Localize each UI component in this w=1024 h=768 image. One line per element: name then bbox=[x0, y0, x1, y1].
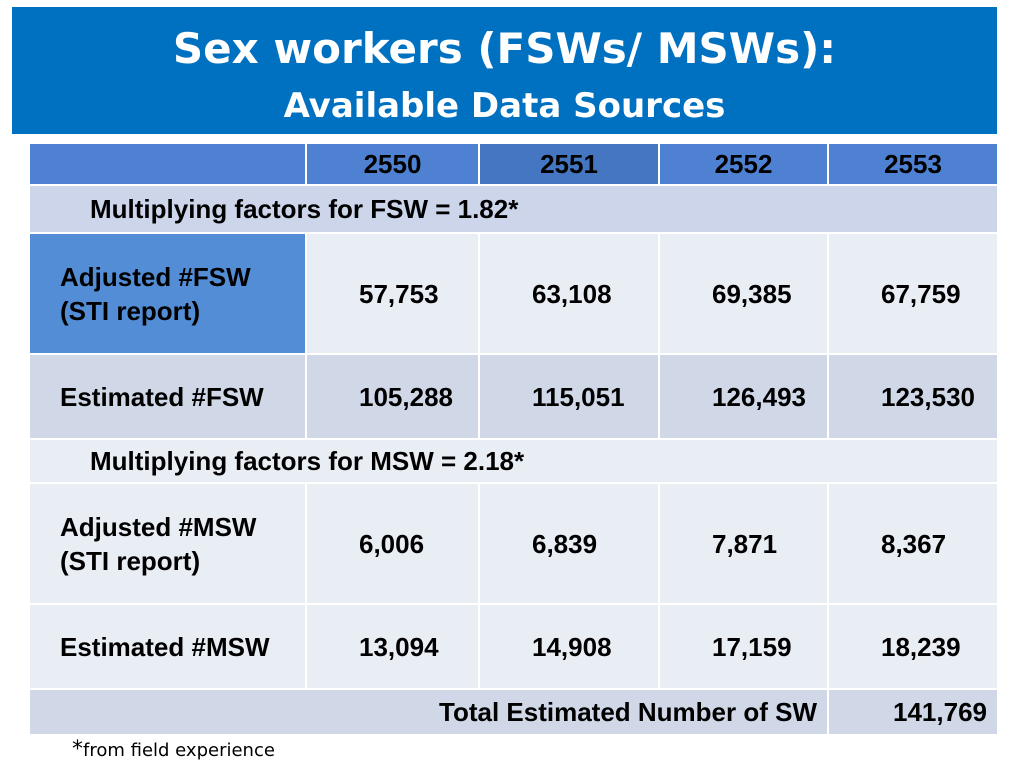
table-row: Adjusted #MSW (STI report) 6,006 6,839 7… bbox=[28, 482, 999, 605]
footnote: *from field experience bbox=[72, 737, 275, 762]
table-cell: 8,367 bbox=[827, 482, 999, 605]
header-year: 2550 bbox=[305, 142, 480, 186]
total-row: Total Estimated Number of SW 141,769 bbox=[28, 688, 999, 736]
table-cell: 14,908 bbox=[478, 603, 660, 690]
header-row: 2550 2551 2552 2553 bbox=[28, 142, 999, 186]
total-label: Total Estimated Number of SW bbox=[28, 688, 829, 736]
data-table: 2550 2551 2552 2553 Multiplying factors … bbox=[28, 142, 999, 736]
table-row: Adjusted #FSW (STI report) 57,753 63,108… bbox=[28, 232, 999, 355]
footnote-text: from field experience bbox=[83, 740, 275, 761]
table-cell: 57,753 bbox=[305, 232, 480, 355]
table-cell: 115,051 bbox=[478, 353, 660, 440]
table-row: Estimated #FSW 105,288 115,051 126,493 1… bbox=[28, 353, 999, 440]
table-row: Estimated #MSW 13,094 14,908 17,159 18,2… bbox=[28, 603, 999, 690]
slide-subtitle: Available Data Sources bbox=[283, 86, 726, 126]
table-cell: 63,108 bbox=[478, 232, 660, 355]
table-cell: 7,871 bbox=[658, 482, 829, 605]
header-corner-cell bbox=[28, 142, 307, 186]
table-cell: 69,385 bbox=[658, 232, 829, 355]
fsw-factor-label: Multiplying factors for FSW = 1.82* bbox=[28, 184, 999, 234]
row-label: Estimated #FSW bbox=[28, 353, 307, 440]
table-cell: 18,239 bbox=[827, 603, 999, 690]
row-label: Adjusted #FSW (STI report) bbox=[28, 232, 307, 355]
section-row-fsw: Multiplying factors for FSW = 1.82* bbox=[28, 184, 999, 234]
footnote-star: * bbox=[72, 737, 83, 762]
title-banner: Sex workers (FSWs/ MSWs): Available Data… bbox=[12, 7, 997, 134]
table-cell: 17,159 bbox=[658, 603, 829, 690]
table-cell: 105,288 bbox=[305, 353, 480, 440]
header-year: 2551 bbox=[478, 142, 660, 186]
msw-factor-label: Multiplying factors for MSW = 2.18* bbox=[28, 438, 999, 484]
section-row-msw: Multiplying factors for MSW = 2.18* bbox=[28, 438, 999, 484]
table-cell: 6,006 bbox=[305, 482, 480, 605]
table-cell: 123,530 bbox=[827, 353, 999, 440]
table-cell: 13,094 bbox=[305, 603, 480, 690]
total-value: 141,769 bbox=[827, 688, 999, 736]
table-cell: 67,759 bbox=[827, 232, 999, 355]
row-label: Estimated #MSW bbox=[28, 603, 307, 690]
table-cell: 6,839 bbox=[478, 482, 660, 605]
row-label: Adjusted #MSW (STI report) bbox=[28, 482, 307, 605]
table-cell: 126,493 bbox=[658, 353, 829, 440]
header-year: 2553 bbox=[827, 142, 999, 186]
header-year: 2552 bbox=[658, 142, 829, 186]
slide-title: Sex workers (FSWs/ MSWs): bbox=[172, 24, 837, 73]
